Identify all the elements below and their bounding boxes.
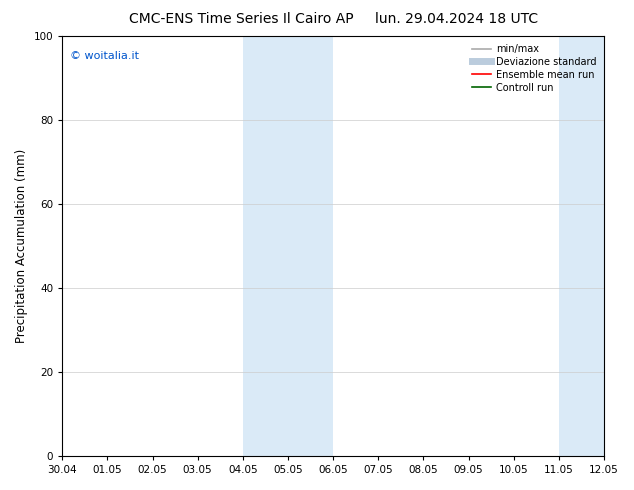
Y-axis label: Precipitation Accumulation (mm): Precipitation Accumulation (mm) [15, 149, 28, 343]
Text: © woitalia.it: © woitalia.it [70, 51, 139, 61]
Bar [243, 36, 333, 456]
Legend: min/max, Deviazione standard, Ensemble mean run, Controll run: min/max, Deviazione standard, Ensemble m… [469, 41, 599, 96]
Text: lun. 29.04.2024 18 UTC: lun. 29.04.2024 18 UTC [375, 12, 538, 26]
Text: CMC-ENS Time Series Il Cairo AP: CMC-ENS Time Series Il Cairo AP [129, 12, 353, 26]
Bar [559, 36, 634, 456]
